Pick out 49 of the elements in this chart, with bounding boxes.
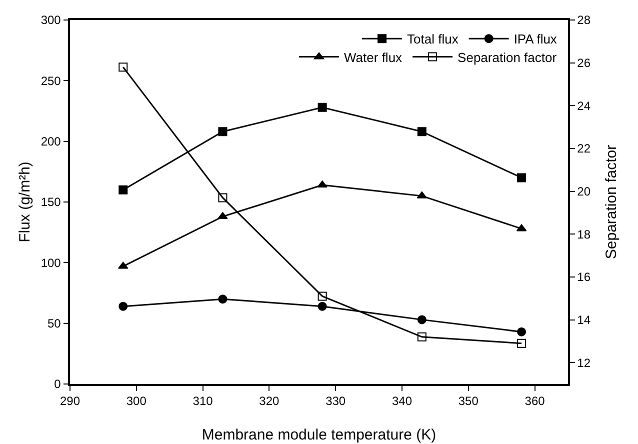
point	[517, 327, 526, 336]
point	[318, 302, 327, 311]
x-tick-label: 350	[458, 394, 479, 408]
point	[318, 292, 327, 301]
point	[417, 315, 426, 324]
y-tick-label: 100	[40, 256, 62, 270]
y-tick-label: 0	[54, 377, 62, 392]
y-axis-title: Flux (g/m²h)	[16, 162, 34, 242]
x-tick-label: 300	[126, 394, 147, 408]
point	[118, 302, 128, 311]
legend-label: IPA flux	[514, 32, 558, 47]
y-tick-label: 150	[40, 195, 62, 210]
point	[218, 212, 228, 220]
x-tick-label: 330	[326, 394, 346, 408]
point	[118, 262, 128, 269]
point	[118, 185, 128, 194]
point	[417, 332, 426, 342]
y2-tick-label: 18	[577, 227, 591, 242]
y-tick-label: 200	[40, 134, 62, 149]
point	[218, 193, 228, 202]
legend-label: Total flux	[407, 32, 459, 47]
y2-tick-label: 14	[577, 312, 591, 327]
point	[517, 338, 526, 348]
y2-tick-label: 22	[577, 142, 591, 156]
x-tick-label: 290	[60, 394, 80, 408]
y-tick-label: 250	[40, 74, 62, 88]
legend-label: Separation factor	[458, 50, 558, 65]
point	[317, 180, 328, 188]
point	[417, 127, 426, 136]
y2-tick-label: 24	[577, 98, 591, 113]
y2-tick-label: 26	[577, 56, 591, 70]
y2-tick-label: 28	[577, 13, 591, 28]
x-axis-title: Membrane module temperature (K)	[202, 426, 436, 444]
y2-tick-label: 16	[577, 270, 591, 284]
point	[517, 173, 526, 182]
x-tick-label: 320	[259, 394, 280, 408]
point	[218, 127, 228, 136]
y2-tick-label: 20	[577, 184, 591, 198]
y2-tick-label: 12	[577, 356, 591, 370]
point	[318, 102, 327, 112]
legend-label: Water flux	[344, 50, 403, 65]
x-tick-label: 310	[192, 394, 214, 408]
point	[118, 62, 128, 72]
y-tick-label: 50	[47, 316, 62, 331]
x-tick-label: 340	[392, 394, 412, 408]
x-tick-label: 360	[524, 394, 546, 408]
point	[218, 294, 228, 304]
y2-axis-title: Separation factor	[603, 144, 620, 260]
y-tick-label: 300	[40, 13, 62, 28]
